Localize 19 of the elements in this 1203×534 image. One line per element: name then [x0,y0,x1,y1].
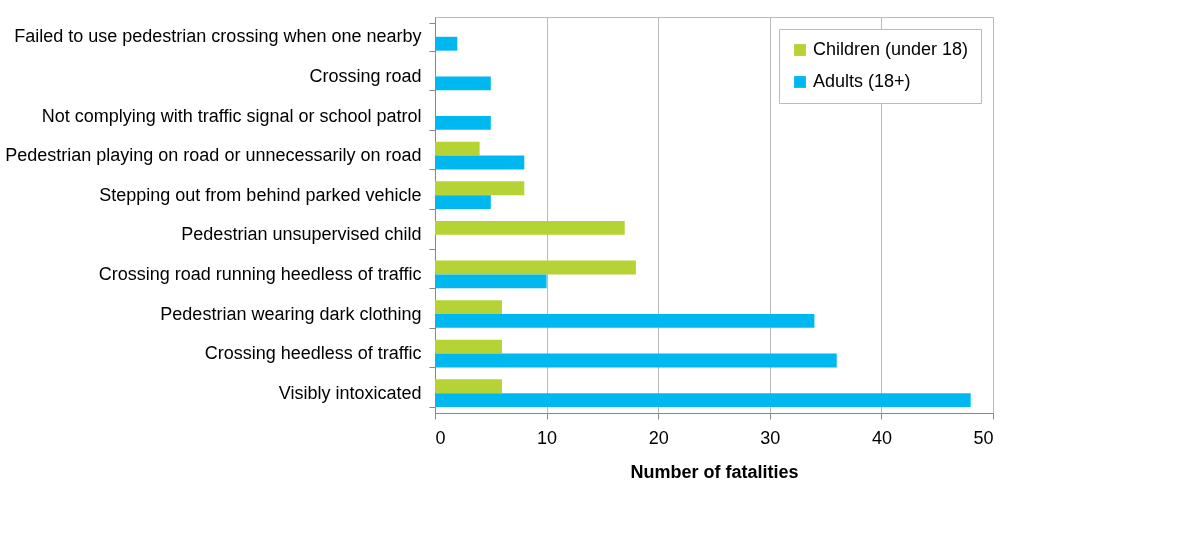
x-tick-label: 10 [537,427,558,448]
x-axis-title: Number of fatalities [630,461,799,482]
legend-label: Children (under 18) [813,39,969,59]
y-tick-label: Pedestrian unsupervised child [181,224,422,245]
legend-label: Adults (18+) [813,71,911,91]
y-tick-label: Pedestrian playing on road or unnecessarily on road [5,145,422,166]
x-tick-label: 0 [435,427,446,448]
y-tick-label: Crossing heedless of traffic [204,343,422,364]
y-tick-label: Visibly intoxicated [278,382,422,403]
y-tick-label: Pedestrian wearing dark clothing [160,303,422,324]
y-tick-label: Not complying with traffic signal or school patrol [41,105,422,126]
x-tick-label: 50 [973,427,994,448]
y-tick-label: Failed to use pedestrian crossing when one nearby [14,26,422,47]
y-tick-label: Crossing road [309,65,422,86]
x-tick-label: 40 [871,427,892,448]
x-tick-label: 20 [648,427,669,448]
y-tick-label: Stepping out from behind parked vehicle [99,184,422,205]
y-tick-label: Crossing road running heedless of traffic [98,263,422,284]
x-tick-label: 30 [760,427,781,448]
